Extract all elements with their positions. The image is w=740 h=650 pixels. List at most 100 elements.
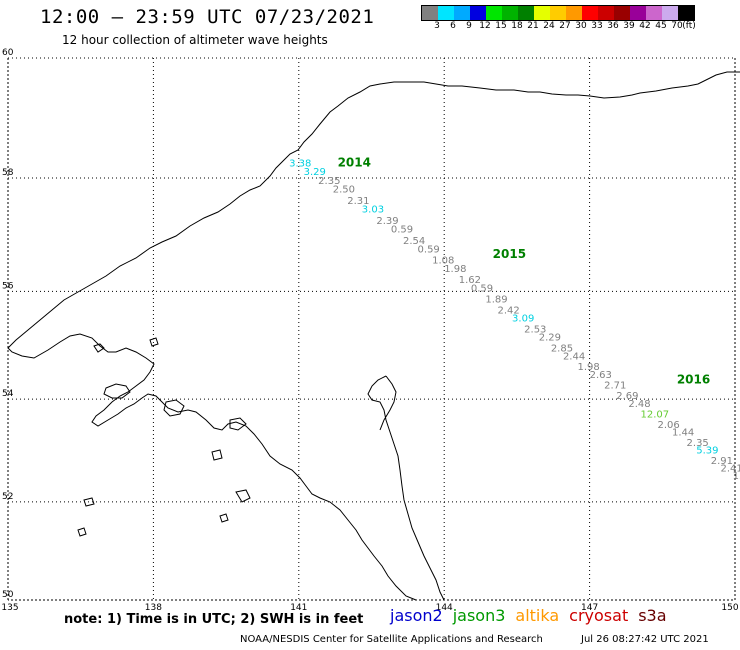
swh-value: 1.08	[432, 256, 454, 267]
legend-swatch	[502, 6, 518, 20]
latitude-tick-label: 54	[2, 389, 14, 399]
swh-value: 2.31	[347, 196, 369, 207]
swh-value: 3.03	[362, 205, 384, 216]
legend-swatch	[630, 6, 646, 20]
legend-label: 3	[434, 21, 440, 31]
longitude-tick-label: 144	[436, 603, 453, 613]
swh-value: 2.50	[333, 184, 355, 195]
legend-label: 36	[607, 21, 619, 31]
legend-swatch	[566, 6, 582, 20]
legend-label: 30	[575, 21, 587, 31]
latitude-tick-label: 60	[2, 48, 14, 58]
footer-note: note: 1) Time is in UTC; 2) SWH is in fe…	[64, 612, 364, 627]
legend-swatch	[550, 6, 566, 20]
legend-swatch	[518, 6, 534, 20]
legend-swatch	[454, 6, 470, 20]
pass-number-label: 2015	[493, 247, 526, 261]
swh-value: 2.29	[539, 333, 561, 344]
swh-value: 2.06	[657, 420, 679, 431]
longitude-tick-label: 141	[290, 603, 307, 613]
legend-swatch	[614, 6, 630, 20]
swh-value: 0.59	[471, 283, 493, 294]
longitude-tick-label: 147	[581, 603, 598, 613]
legend-swatch	[486, 6, 502, 20]
legend-label: 42	[639, 21, 651, 31]
swh-value: 2.63	[590, 370, 612, 381]
legend-label: 24	[543, 21, 555, 31]
legend-label: 9	[466, 21, 472, 31]
legend-swatch	[598, 6, 614, 20]
color-legend-bar	[421, 5, 695, 21]
legend-swatch	[438, 6, 454, 20]
legend-label: 45	[655, 21, 667, 31]
legend-label: 39	[623, 21, 635, 31]
latitude-tick-label: 50	[2, 590, 14, 600]
swh-value: 2.39	[376, 216, 398, 227]
swh-value: 2.54	[403, 236, 425, 247]
legend-swatch	[422, 6, 438, 20]
pass-labels: 2014 2015 2016	[338, 155, 711, 386]
swh-value: 2.71	[604, 381, 626, 392]
swh-value: 2.44	[563, 351, 585, 362]
swh-value: 1.90	[733, 471, 740, 482]
swh-value: 2.41	[720, 464, 740, 475]
map-frame	[7, 57, 736, 601]
longitude-tick-label: 138	[145, 603, 162, 613]
legend-label: 12	[479, 21, 491, 31]
satellite-name: jason3	[452, 606, 506, 625]
coastline-sakhalin	[367, 375, 445, 601]
coastline	[7, 71, 740, 601]
swh-value: 3.38	[289, 158, 311, 169]
swh-value: 5.39	[696, 446, 718, 457]
legend-unit: (ft)	[682, 21, 696, 31]
satellite-name: cryosat	[569, 606, 629, 625]
swh-value: 2.53	[524, 324, 546, 335]
swh-value: 2.48	[628, 399, 650, 410]
swh-values: 3.383.292.352.502.313.032.390.592.540.59…	[289, 158, 740, 482]
coastline-islets	[77, 337, 251, 537]
credit-text: NOAA/NESDIS Center for Satellite Applica…	[240, 634, 543, 645]
legend-swatch	[534, 6, 550, 20]
swh-value: 0.59	[418, 244, 440, 255]
generation-timestamp: Jul 26 08:27:42 UTC 2021	[581, 634, 709, 645]
swh-value: 3.09	[512, 314, 534, 325]
page-title: 12:00 — 23:59 UTC 07/23/2021	[40, 6, 375, 28]
legend-label: 6	[450, 21, 456, 31]
satellite-name: jason2	[390, 606, 443, 625]
swh-value: 2.42	[498, 305, 520, 316]
swh-value: 2.35	[687, 438, 709, 449]
legend-label: 18	[511, 21, 523, 31]
pass-number-label: 2016	[677, 372, 710, 386]
latitude-tick-label: 58	[2, 168, 14, 178]
longitude-tick-label: 150	[721, 603, 738, 613]
swh-value: 12.07	[640, 409, 669, 420]
swh-value: 0.59	[391, 225, 413, 236]
latitude-tick-label: 52	[2, 492, 13, 502]
swh-value: 2.35	[318, 176, 340, 187]
legend-label: 27	[559, 21, 571, 31]
legend-label: 21	[527, 21, 539, 31]
satellite-name: s3a	[638, 606, 667, 625]
legend-swatch	[470, 6, 486, 20]
swh-value: 2.69	[616, 391, 638, 402]
swh-value: 2.91	[711, 456, 733, 467]
legend-label: 15	[495, 21, 507, 31]
legend-swatch	[662, 6, 678, 20]
coastline-mainland	[7, 71, 740, 601]
swh-value: 1.44	[672, 428, 694, 439]
legend-swatch	[678, 6, 694, 20]
color-legend-labels: 3 6 9 12 15 18 21 24 27 30 33 36 39 42 45 70 (ft)	[421, 21, 740, 33]
pass-number-label: 2014	[338, 155, 371, 169]
swh-value: 1.62	[459, 275, 481, 286]
swh-value: 3.29	[304, 167, 326, 178]
legend-label: 33	[591, 21, 603, 31]
swh-value: 1.89	[485, 294, 507, 305]
satellite-name: altika	[515, 606, 560, 625]
legend-swatch	[646, 6, 662, 20]
coastline-shantar	[103, 383, 247, 431]
swh-value: 1.98	[444, 264, 466, 275]
swh-value: 1.98	[577, 362, 599, 373]
legend-swatch	[582, 6, 598, 20]
page-subtitle: 12 hour collection of altimeter wave hei…	[62, 33, 328, 47]
